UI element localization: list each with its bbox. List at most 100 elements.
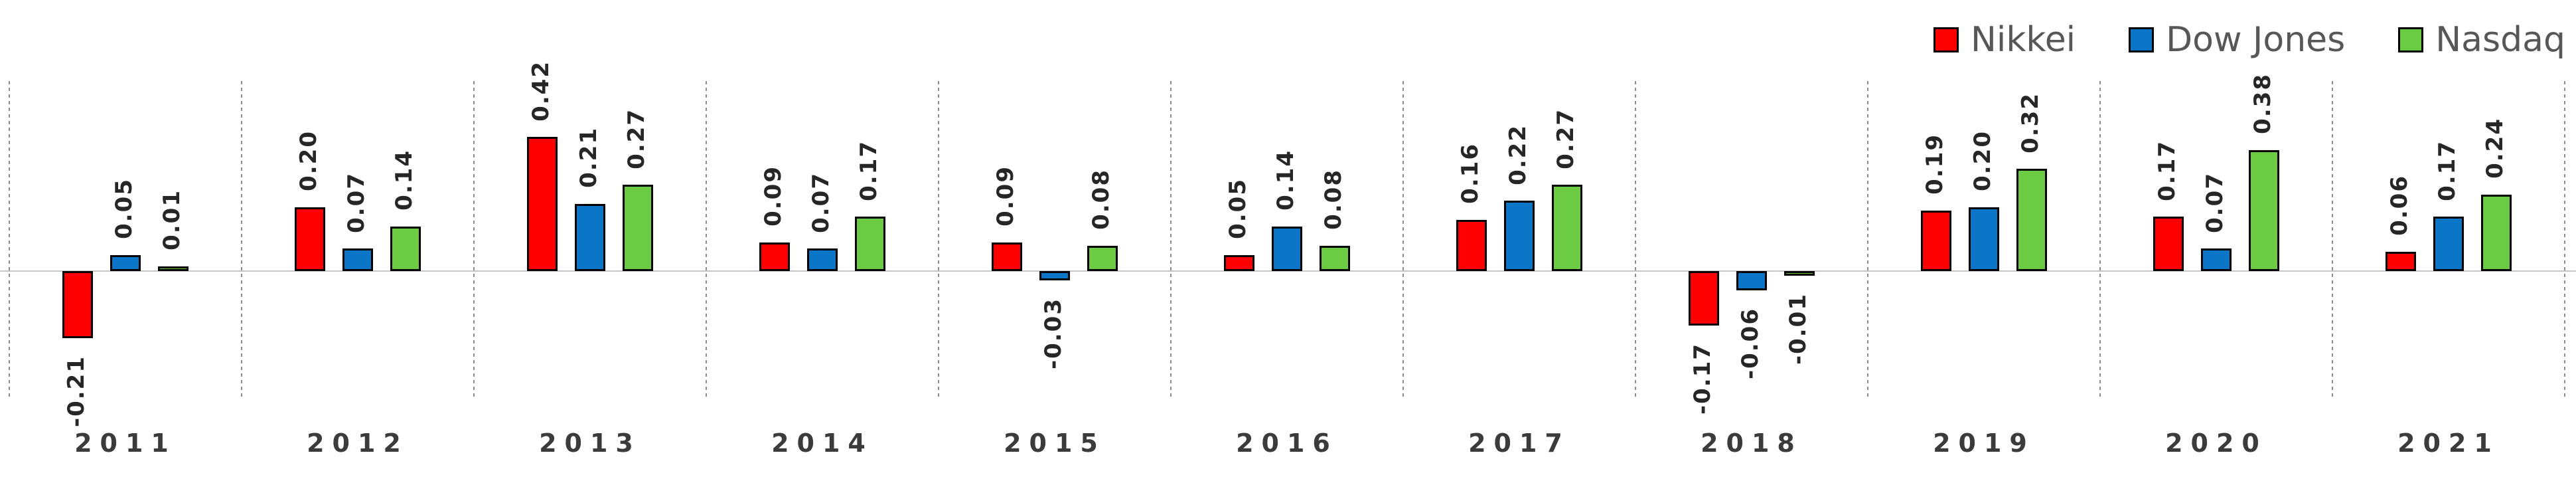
- value-label-nasdaq-2011: 0.01: [159, 189, 185, 250]
- bar-nasdaq-2013: [623, 185, 653, 271]
- value-label-nasdaq-2012: 0.14: [391, 149, 417, 211]
- bar-nikkei-2020: [2153, 217, 2184, 271]
- legend-item-nikkei: Nikkei: [1933, 23, 2076, 57]
- group-separator-line: [1170, 81, 1172, 397]
- legend-swatch-dow-jones: [2129, 27, 2155, 52]
- legend-swatch-nasdaq: [2398, 27, 2424, 52]
- bar-dow-jones-2011: [110, 255, 141, 271]
- bar-nasdaq-2018: [1784, 271, 1815, 276]
- value-label-dow-jones-2013: 0.21: [575, 127, 602, 189]
- bar-nasdaq-2019: [2016, 169, 2047, 271]
- x-axis-label-2017: 2017: [1468, 429, 1570, 458]
- x-axis-label-2011: 2011: [74, 429, 177, 458]
- bar-nikkei-2021: [2386, 252, 2416, 271]
- group-separator-line: [1402, 81, 1404, 397]
- bar-dow-jones-2016: [1272, 226, 1302, 271]
- value-label-nikkei-2015: 0.09: [992, 165, 1019, 227]
- x-axis-label-2013: 2013: [539, 429, 641, 458]
- value-label-dow-jones-2020: 0.07: [2202, 171, 2228, 233]
- bar-nikkei-2016: [1224, 255, 1254, 271]
- legend-item-dow-jones: Dow Jones: [2129, 23, 2345, 57]
- value-label-nasdaq-2016: 0.08: [1320, 168, 1347, 230]
- bar-nikkei-2013: [527, 137, 558, 271]
- bar-nikkei-2015: [992, 242, 1022, 271]
- value-label-nasdaq-2017: 0.27: [1553, 108, 1579, 169]
- bar-nasdaq-2011: [158, 266, 189, 271]
- bar-nikkei-2012: [295, 207, 325, 271]
- bar-dow-jones-2019: [1969, 207, 1999, 271]
- value-label-nikkei-2012: 0.20: [295, 130, 322, 191]
- x-axis-label-2020: 2020: [2165, 429, 2267, 458]
- legend-label-nasdaq: Nasdaq: [2435, 20, 2565, 60]
- group-separator-line: [938, 81, 939, 397]
- x-axis-label-2021: 2021: [2397, 429, 2500, 458]
- value-label-dow-jones-2019: 0.20: [1969, 130, 1996, 191]
- x-axis-label-2019: 2019: [1933, 429, 2035, 458]
- legend-label-nikkei: Nikkei: [1970, 20, 2076, 60]
- legend-item-nasdaq: Nasdaq: [2398, 23, 2565, 57]
- value-label-dow-jones-2014: 0.07: [808, 171, 834, 233]
- bar-dow-jones-2013: [575, 204, 605, 271]
- group-separator-line: [1867, 81, 1868, 397]
- value-label-nikkei-2013: 0.42: [528, 60, 554, 122]
- value-label-dow-jones-2021: 0.17: [2434, 140, 2461, 201]
- bar-nasdaq-2016: [1320, 245, 1350, 271]
- value-label-nasdaq-2013: 0.27: [623, 108, 650, 169]
- value-label-nasdaq-2019: 0.32: [2017, 92, 2044, 153]
- value-label-nikkei-2020: 0.17: [2154, 140, 2180, 201]
- bar-nasdaq-2012: [390, 226, 421, 271]
- bar-dow-jones-2021: [2433, 217, 2464, 271]
- x-axis-label-2018: 2018: [1701, 429, 1803, 458]
- value-label-nikkei-2014: 0.09: [760, 165, 787, 227]
- group-separator-line: [1635, 81, 1636, 397]
- bar-nikkei-2014: [759, 242, 790, 271]
- group-separator-line: [9, 81, 10, 397]
- legend-swatch-nikkei: [1933, 27, 1959, 52]
- x-axis-label-2015: 2015: [1004, 429, 1106, 458]
- value-label-nasdaq-2015: 0.08: [1088, 168, 1114, 230]
- bar-dow-jones-2012: [342, 248, 373, 271]
- chart-legend: Nikkei Dow Jones Nasdaq: [1933, 23, 2565, 57]
- bar-nasdaq-2017: [1552, 185, 1582, 271]
- legend-label-dow-jones: Dow Jones: [2166, 20, 2346, 60]
- bar-nikkei-2019: [1921, 210, 1951, 271]
- value-label-nasdaq-2018: -0.01: [1785, 293, 1811, 365]
- bar-dow-jones-2020: [2201, 248, 2232, 271]
- value-label-nikkei-2016: 0.05: [1225, 178, 1251, 239]
- group-separator-line: [2564, 81, 2565, 397]
- value-label-dow-jones-2018: -0.06: [1737, 307, 1764, 379]
- value-label-nikkei-2021: 0.06: [2386, 175, 2413, 237]
- zero-axis-line: [0, 270, 2576, 272]
- value-label-nasdaq-2014: 0.17: [856, 140, 882, 201]
- x-axis-label-2012: 2012: [307, 429, 409, 458]
- value-label-dow-jones-2011: 0.05: [111, 178, 137, 239]
- value-label-nikkei-2011: -0.21: [63, 355, 90, 427]
- group-separator-line: [241, 81, 242, 397]
- group-separator-line: [706, 81, 707, 397]
- group-separator-line: [2332, 81, 2333, 397]
- value-label-nikkei-2019: 0.19: [1922, 133, 1948, 195]
- bar-nasdaq-2015: [1087, 245, 1118, 271]
- bar-nasdaq-2021: [2481, 194, 2512, 271]
- value-label-nikkei-2018: -0.17: [1689, 342, 1716, 415]
- x-axis-label-2016: 2016: [1236, 429, 1338, 458]
- value-label-nasdaq-2020: 0.38: [2249, 72, 2276, 134]
- value-label-nikkei-2017: 0.16: [1457, 143, 1483, 205]
- value-label-dow-jones-2015: -0.03: [1040, 298, 1067, 370]
- bar-dow-jones-2017: [1504, 201, 1535, 271]
- group-separator-line: [473, 81, 475, 397]
- x-axis-label-2014: 2014: [771, 429, 873, 458]
- bar-nasdaq-2014: [855, 217, 885, 271]
- bar-nikkei-2011: [62, 271, 93, 338]
- bar-dow-jones-2014: [807, 248, 838, 271]
- bar-nasdaq-2020: [2249, 149, 2279, 271]
- value-label-dow-jones-2017: 0.22: [1505, 124, 1531, 185]
- bar-nikkei-2018: [1689, 271, 1719, 326]
- bar-dow-jones-2018: [1736, 271, 1767, 290]
- value-label-dow-jones-2012: 0.07: [343, 171, 370, 233]
- bar-nikkei-2017: [1456, 220, 1487, 271]
- bar-dow-jones-2015: [1039, 271, 1070, 281]
- value-label-dow-jones-2016: 0.14: [1272, 149, 1299, 211]
